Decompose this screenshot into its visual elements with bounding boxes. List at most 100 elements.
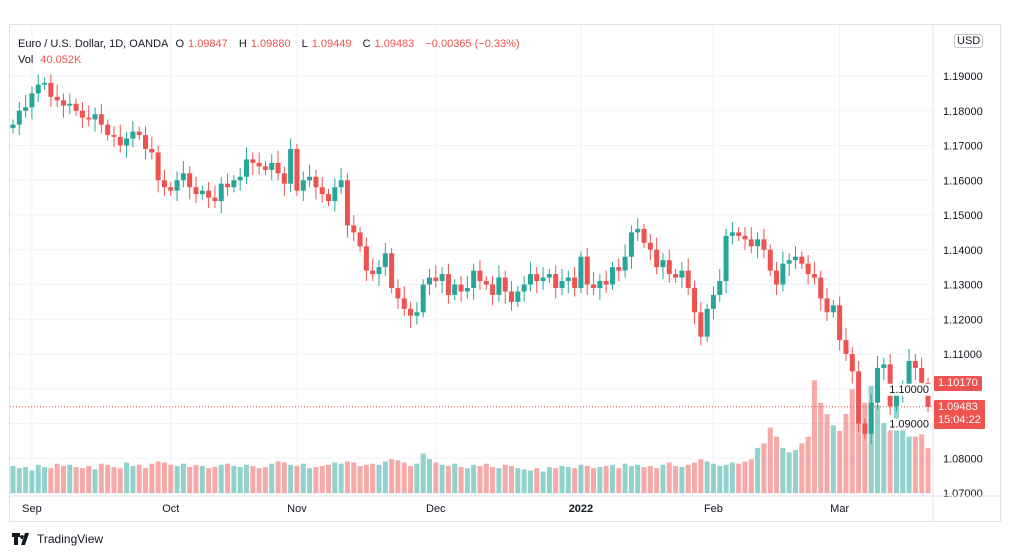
volume-bar xyxy=(408,465,414,493)
candle-body xyxy=(704,308,710,337)
volume-bar xyxy=(591,468,597,493)
volume-bar xyxy=(723,464,729,493)
candle-body xyxy=(830,305,836,313)
volume-bar xyxy=(395,460,401,493)
symbol-title[interactable]: Euro / U.S. Dollar, 1D, OANDA xyxy=(18,38,169,50)
volume-bar xyxy=(414,463,420,493)
candle-body xyxy=(761,239,767,250)
candle-body xyxy=(294,148,300,191)
candle-body xyxy=(288,148,294,184)
candle-body xyxy=(881,364,887,368)
volume-bar xyxy=(218,464,224,493)
volume-bar xyxy=(704,461,710,493)
candle-body xyxy=(433,277,439,282)
y-tick-label: 1.07000 xyxy=(943,488,983,500)
volume-bar xyxy=(900,425,906,493)
volume-bar xyxy=(628,465,634,493)
bar-countdown: 15:04:22 xyxy=(938,414,981,426)
candle-body xyxy=(811,274,817,278)
volume-bar xyxy=(534,468,540,493)
volume-value: 40.052K xyxy=(40,54,82,66)
volume-bar xyxy=(635,464,641,493)
high-value: 1.09880 xyxy=(250,38,291,50)
candle-body xyxy=(319,187,325,195)
candle-body xyxy=(67,103,73,106)
candle-body xyxy=(559,281,565,288)
change-value: −0.00365 (−0.33%) xyxy=(425,38,520,50)
candle-body xyxy=(628,232,634,257)
volume-bar xyxy=(546,467,552,493)
tradingview-logo[interactable]: TradingView xyxy=(12,532,103,546)
volume-bar xyxy=(54,463,60,493)
volume-bar xyxy=(445,465,451,493)
candle-body xyxy=(250,159,256,163)
candle-body xyxy=(565,277,571,282)
volume-bar xyxy=(376,464,382,493)
y-tick-label: 1.08000 xyxy=(943,453,983,465)
candle-body xyxy=(471,270,477,288)
volume-bar xyxy=(849,389,855,493)
candle-body xyxy=(578,256,584,288)
volume-bar xyxy=(256,468,262,493)
volume-bar xyxy=(805,436,811,493)
candle-body xyxy=(414,312,420,316)
candle-body xyxy=(647,242,653,250)
volume-bar xyxy=(161,462,167,493)
candle-body xyxy=(527,274,533,285)
candle-body xyxy=(98,114,104,125)
y-tick-label: 1.12000 xyxy=(943,314,983,326)
candle-body xyxy=(344,180,350,226)
volume-bar xyxy=(464,468,470,493)
candle-body xyxy=(10,124,16,129)
y-tick-label: 1.09000 xyxy=(889,419,929,431)
volume-bar xyxy=(780,447,786,493)
open-value: 1.09847 xyxy=(188,38,228,50)
volume-bar xyxy=(761,443,767,493)
volume-bar xyxy=(294,465,300,493)
candle-body xyxy=(490,284,496,295)
candle-body xyxy=(717,281,723,295)
chart-frame[interactable] xyxy=(9,24,1001,522)
volume-bar xyxy=(584,465,590,493)
volume-bar xyxy=(351,462,357,493)
volume-bar xyxy=(237,467,243,493)
volume-bar xyxy=(490,467,496,493)
candle-body xyxy=(16,110,22,125)
volume-bar xyxy=(887,427,893,493)
candle-body xyxy=(521,284,527,292)
volume-bar xyxy=(288,464,294,493)
candle-body xyxy=(635,228,641,233)
candle-body xyxy=(792,256,798,261)
candle-body xyxy=(515,291,521,302)
candle-body xyxy=(609,267,615,285)
candle-body xyxy=(673,274,679,278)
volume-bar xyxy=(73,467,79,493)
candle-body xyxy=(313,176,319,188)
candle-body xyxy=(29,93,35,108)
candle-body xyxy=(912,360,918,368)
candle-body xyxy=(237,176,243,181)
volume-bar xyxy=(875,405,881,493)
candle-body xyxy=(86,117,92,120)
candle-body xyxy=(591,284,597,288)
candle-body xyxy=(48,82,54,97)
y-tick-label: 1.19000 xyxy=(943,71,983,83)
candle-body xyxy=(723,235,729,282)
candle-body xyxy=(174,180,180,191)
candle-body xyxy=(326,194,332,202)
x-tick-label: Oct xyxy=(162,503,179,515)
candle-body xyxy=(54,96,60,101)
y-tick-label: 1.13000 xyxy=(943,280,983,292)
candle-body xyxy=(546,274,552,278)
volume-bar xyxy=(692,462,698,493)
candle-body xyxy=(603,281,609,285)
candle-body xyxy=(143,135,149,149)
volume-bar xyxy=(654,468,660,493)
currency-button[interactable]: USD xyxy=(954,34,984,48)
candle-body xyxy=(206,190,212,198)
candle-body xyxy=(243,159,249,177)
volume-bar xyxy=(48,468,54,493)
candle-body xyxy=(332,187,338,202)
volume-bar xyxy=(786,452,792,493)
